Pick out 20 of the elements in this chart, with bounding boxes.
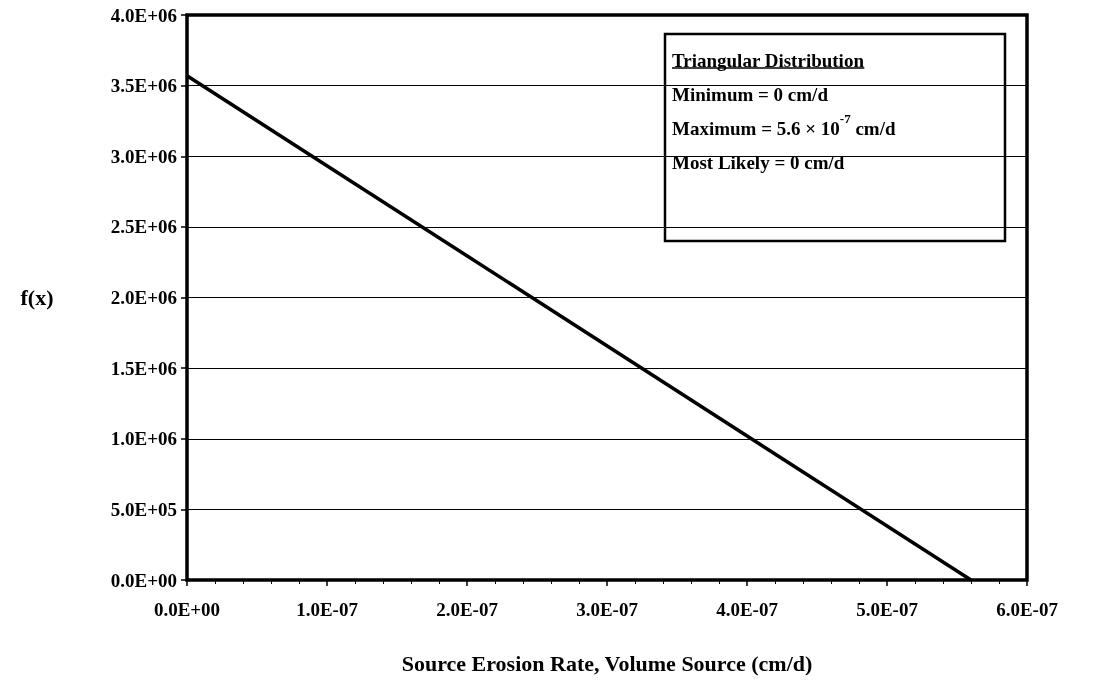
y-axis-title: f(x) [20,285,54,310]
y-tick-label: 5.0E+05 [110,498,177,520]
y-tick-label: 3.0E+06 [110,145,177,167]
y-tick-label: 2.5E+06 [110,216,177,238]
x-tick-label: 0.0E+00 [153,599,221,620]
y-tick-label: 1.5E+06 [110,357,177,379]
x-tick-label: 2.0E-07 [436,599,499,620]
y-tick-label: 0.0E+00 [110,569,177,591]
y-tick-label: 3.5E+06 [110,75,177,97]
annotation: Minimum = 0 cm/d [672,84,829,105]
x-tick-label: 5.0E-07 [856,599,919,620]
x-axis-title: Source Erosion Rate, Volume Source (cm/d) [401,650,813,676]
x-tick-label: 4.0E-07 [716,599,779,620]
y-tick-label: 1.0E+06 [110,428,177,450]
x-tick-label: 1.0E-07 [296,599,359,620]
y-tick-label: 2.0E+06 [110,287,177,308]
x-tick-label: 3.0E-07 [576,599,639,620]
y-tick-label: 4.0E+06 [110,4,177,26]
x-tick-label: 6.0E-07 [996,599,1059,620]
annotation: Triangular Distribution [672,50,865,71]
